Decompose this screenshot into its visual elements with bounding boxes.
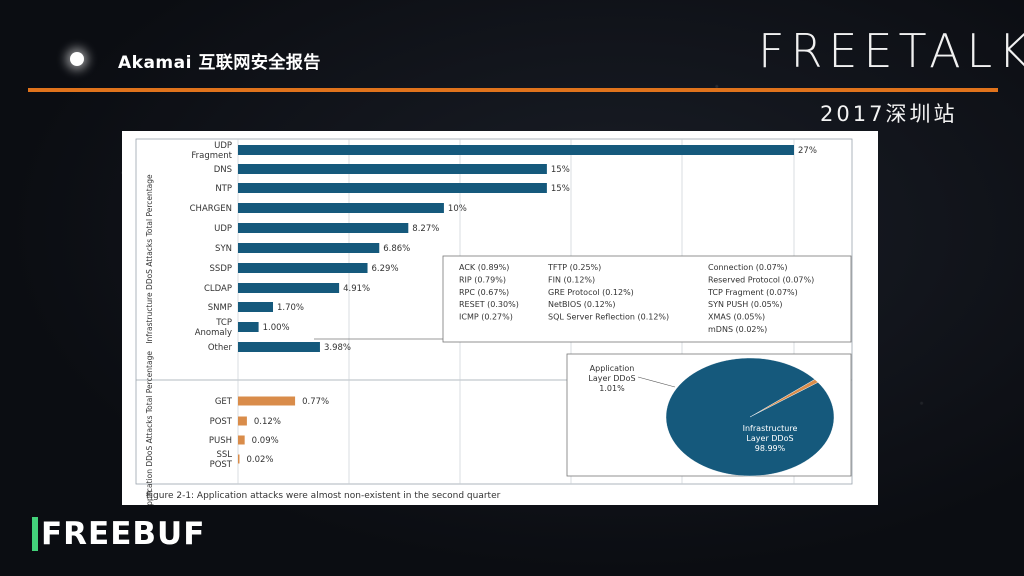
- header-divider: [28, 88, 998, 92]
- app-bar-2: [238, 435, 245, 445]
- other-breakdown-item-2-1: Reserved Protocol (0.07%): [708, 275, 814, 284]
- slide-title: Akamai 互联网安全报告: [118, 53, 321, 73]
- chart-caption: Figure 2-1: Application attacks were alm…: [146, 491, 501, 501]
- infra-category-label-5: SYN: [215, 244, 232, 254]
- infra-value-label-9: 1.00%: [263, 323, 290, 333]
- other-breakdown-item-0-0: ACK (0.89%): [459, 263, 509, 272]
- pie-app-label-line2: Layer DDoS: [588, 374, 635, 383]
- other-breakdown-item-2-5: mDNS (0.02%): [708, 325, 767, 334]
- other-breakdown-item-1-2: GRE Protocol (0.12%): [548, 288, 634, 297]
- app-value-label-1: 0.12%: [254, 417, 281, 427]
- infra-category-label-6: SSDP: [210, 264, 232, 274]
- other-breakdown-item-1-1: FIN (0.12%): [548, 275, 595, 284]
- other-breakdown-item-2-3: SYN PUSH (0.05%): [708, 300, 782, 309]
- infra-category-label-1: DNS: [214, 165, 232, 175]
- other-breakdown-box: [442, 255, 852, 343]
- pie-infra-label-line1: Infrastructure: [743, 424, 798, 433]
- infra-category-label-4: UDP: [214, 224, 232, 234]
- infra-bar-2: [238, 183, 547, 193]
- app-value-label-2: 0.09%: [252, 436, 279, 446]
- app-value-label-0: 0.77%: [302, 397, 329, 407]
- infra-category-label-9-1: Anomaly: [195, 328, 232, 338]
- infra-category-label-9-0: TCP: [215, 318, 232, 328]
- other-breakdown-item-1-0: TFTP (0.25%): [547, 263, 601, 272]
- infra-category-label-7: CLDAP: [204, 284, 232, 294]
- infra-value-label-10: 3.98%: [324, 343, 351, 353]
- app-category-label-2: PUSH: [209, 436, 232, 446]
- infra-bar-9: [238, 322, 259, 332]
- app-group-title: Application DDoS Attacks Total Percentag…: [145, 351, 154, 505]
- freebuf-logo-mark: [32, 517, 38, 551]
- chart-frame: [135, 138, 853, 485]
- freebuf-logo-text: FREEBUF: [41, 516, 206, 552]
- other-breakdown-item-0-2: RPC (0.67%): [459, 288, 509, 297]
- app-bar-3: [238, 454, 240, 464]
- infra-value-label-5: 6.86%: [383, 244, 410, 254]
- infra-category-label-2: NTP: [215, 184, 232, 194]
- infra-category-label-8: SNMP: [208, 303, 232, 313]
- infra-bar-5: [238, 243, 380, 253]
- infra-value-label-6: 6.29%: [372, 264, 399, 274]
- other-breakdown-item-0-4: ICMP (0.27%): [459, 313, 513, 322]
- infra-bar-6: [238, 263, 368, 273]
- infra-value-label-3: 10%: [448, 204, 467, 214]
- infra-category-label-10: Other: [208, 343, 233, 353]
- event-subtitle: 2017深圳站: [820, 102, 958, 126]
- pie-app-label-line1: Application: [590, 364, 635, 373]
- infra-category-label-0-1: Fragment: [191, 151, 232, 161]
- infra-value-label-4: 8.27%: [412, 224, 439, 234]
- app-bar-1: [238, 416, 247, 426]
- other-breakdown-item-2-2: TCP Fragment (0.07%): [707, 288, 798, 297]
- app-category-label-1: POST: [210, 417, 233, 427]
- app-value-label-3: 0.02%: [247, 455, 274, 465]
- chart-panel: Infrastructure DDoS Attacks Total Percen…: [122, 131, 878, 505]
- app-bar-0: [238, 396, 296, 406]
- infra-bar-4: [238, 223, 409, 233]
- bullet-dot: [70, 52, 84, 66]
- pie-slice-1: [665, 357, 835, 477]
- infra-bar-0: [238, 145, 794, 155]
- infra-bar-1: [238, 164, 547, 174]
- pie-infra-label-line2: Layer DDoS: [746, 434, 793, 443]
- other-breakdown-item-1-4: SQL Server Reflection (0.12%): [548, 313, 669, 322]
- infra-bar-7: [238, 283, 340, 293]
- infra-value-label-1: 15%: [551, 165, 570, 175]
- infra-value-label-2: 15%: [551, 184, 570, 194]
- other-breakdown-item-0-3: RESET (0.30%): [459, 300, 519, 309]
- infra-value-label-0: 27%: [798, 146, 817, 156]
- infra-group-title: Infrastructure DDoS Attacks Total Percen…: [145, 174, 154, 344]
- infra-value-label-8: 1.70%: [277, 303, 304, 313]
- freebuf-logo: FREEBUF: [32, 516, 205, 552]
- app-category-label-3-0: SSL: [216, 450, 232, 460]
- infra-category-label-0-0: UDP: [214, 141, 232, 151]
- freetalk-brand-logo: FREETALK: [758, 24, 1024, 78]
- other-breakdown-item-2-4: XMAS (0.05%): [708, 313, 765, 322]
- pie-app-leader: [637, 376, 676, 388]
- other-breakdown-item-1-3: NetBIOS (0.12%): [548, 300, 615, 309]
- other-breakdown-item-0-1: RIP (0.79%): [459, 275, 506, 284]
- infra-bar-3: [238, 203, 444, 213]
- other-breakdown-item-2-0: Connection (0.07%): [708, 263, 787, 272]
- infra-value-label-7: 4.91%: [343, 284, 370, 294]
- infra-category-label-3: CHARGEN: [190, 204, 232, 214]
- app-category-label-3-1: POST: [210, 460, 233, 470]
- infra-bar-10: [238, 342, 320, 352]
- app-category-label-0: GET: [215, 397, 233, 407]
- pie-app-value: 1.01%: [599, 384, 625, 393]
- ddos-attack-chart: Infrastructure DDoS Attacks Total Percen…: [135, 138, 853, 505]
- infra-bar-8: [238, 302, 274, 312]
- pie-infra-value: 98.99%: [755, 444, 786, 453]
